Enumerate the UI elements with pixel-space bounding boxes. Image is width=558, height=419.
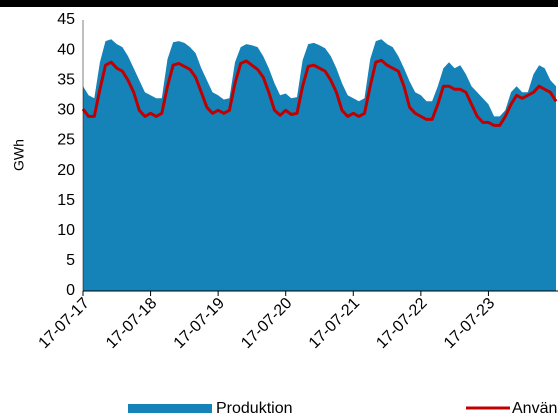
legend-label: Användning — [512, 400, 558, 417]
legend-label: Produktion — [216, 400, 293, 417]
x-tick-label: 17-07-18 — [103, 295, 160, 352]
x-tick-label: 17-07-23 — [441, 295, 498, 352]
y-tick-label: 15 — [57, 192, 75, 209]
x-tick-label: 17-07-20 — [238, 295, 295, 352]
x-tick-label: 17-07-17 — [36, 295, 93, 352]
y-tick-label: 10 — [57, 222, 75, 239]
plot-area — [81, 39, 558, 291]
y-tick-label: 5 — [66, 252, 75, 269]
legend-swatch — [128, 404, 212, 413]
y-tick-label: 20 — [57, 162, 75, 179]
y-tick-label: 30 — [57, 102, 75, 119]
area — [83, 39, 556, 291]
line — [81, 58, 558, 127]
top-bar — [0, 0, 558, 7]
x-tick-label: 17-07-19 — [171, 295, 228, 352]
y-tick-label: 0 — [66, 282, 75, 299]
y-tick-label: 25 — [57, 132, 75, 149]
x-tick-label: 17-07-21 — [306, 295, 363, 352]
y-tick-label: 45 — [57, 11, 75, 28]
y-axis-label: GWh — [11, 139, 27, 171]
y-tick-label: 40 — [57, 41, 75, 58]
x-tick-label: 17-07-22 — [373, 295, 430, 352]
y-tick-label: 35 — [57, 71, 75, 88]
